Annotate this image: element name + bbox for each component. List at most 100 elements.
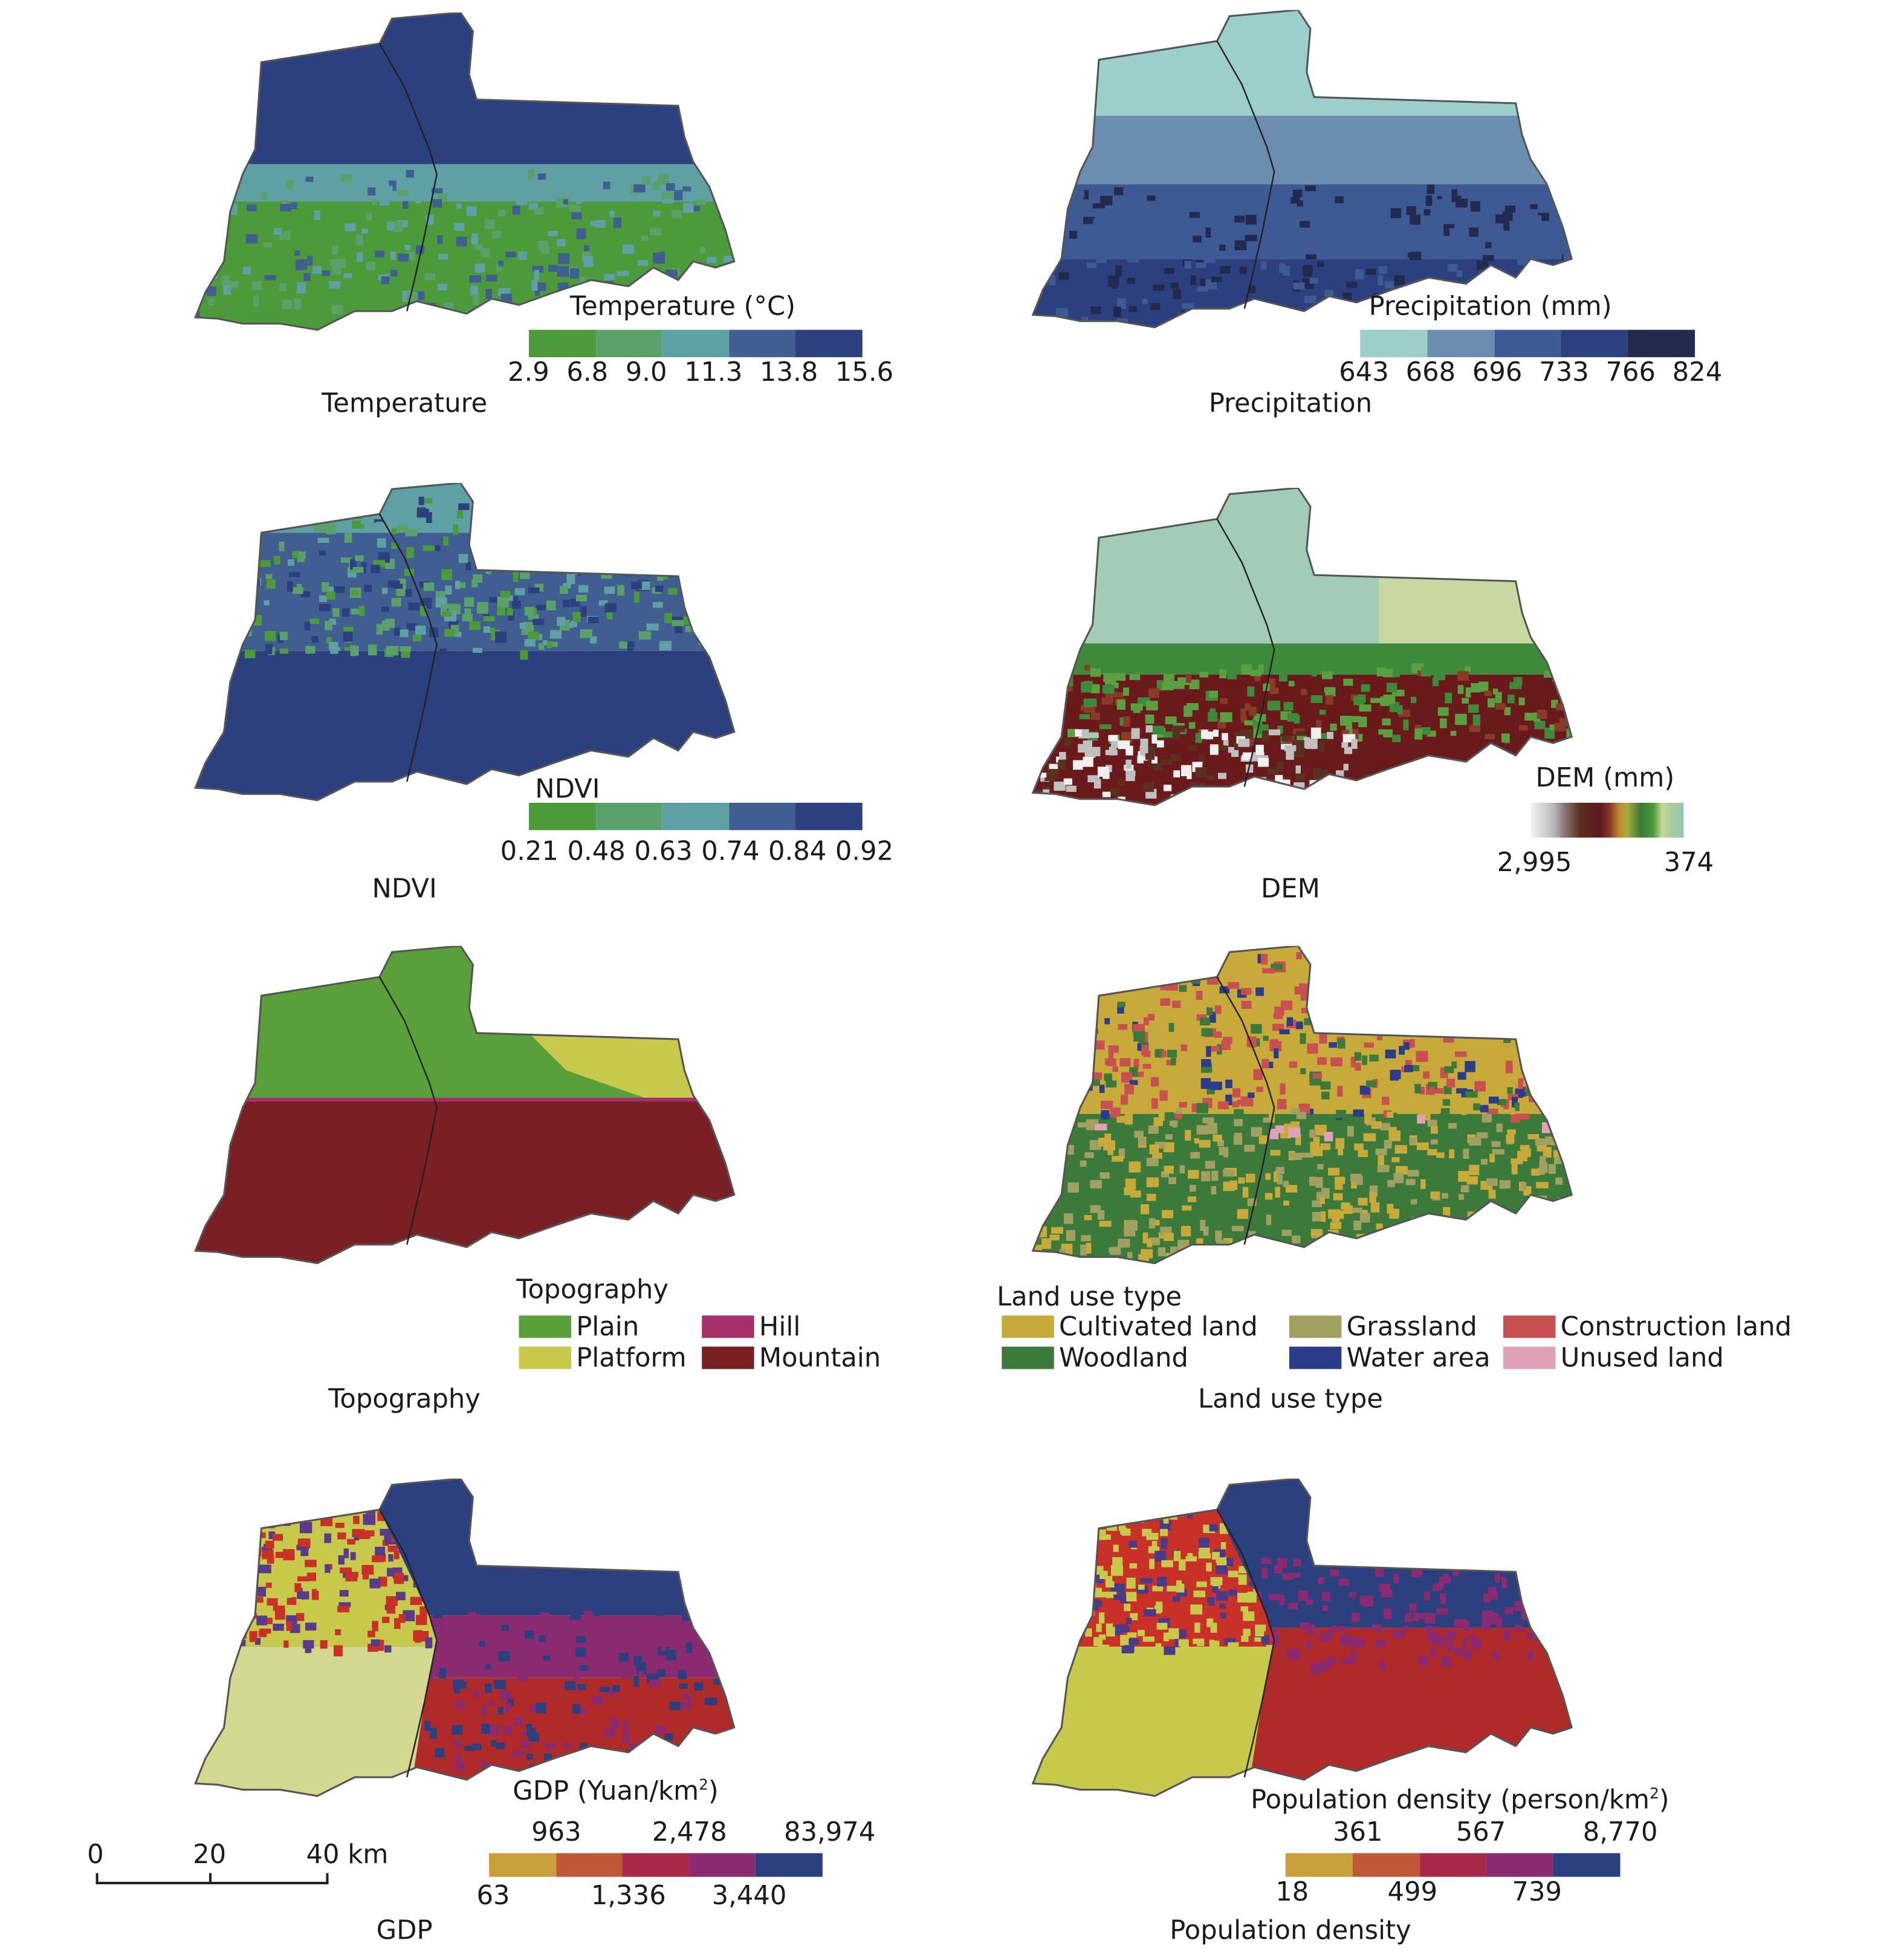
grassland-swatch: [1289, 1315, 1342, 1338]
gdp-map: [194, 1478, 736, 1797]
dem-legend-title: DEM (mm): [1535, 763, 1675, 793]
colorbar-segment: [595, 802, 662, 831]
colorbar-segment: [1427, 329, 1494, 357]
map-raster: [1032, 1478, 1572, 1796]
colorbar-segment: [662, 329, 730, 357]
colorbar-segment: [795, 329, 863, 357]
population-tick-bottom-2: 499: [1387, 1876, 1438, 1907]
precipitation-map: [1032, 10, 1573, 329]
map-raster: [1032, 945, 1572, 1263]
map-raster: [1032, 488, 1572, 806]
population-density-map: [1032, 1478, 1573, 1797]
scale-mid-tick: [209, 1873, 212, 1882]
colorbar-segment: [689, 1853, 756, 1877]
precipitation-ticks: 643 668 696 733 766 824: [1339, 357, 1722, 387]
map-raster: [195, 945, 734, 1263]
scale-bar: 0 20 40 km: [87, 1840, 410, 1889]
gdp-caption: GDP: [376, 1915, 433, 1945]
population-tick-top-1: 361: [1332, 1817, 1383, 1847]
colorbar-tick: 766: [1605, 357, 1656, 387]
ndvi-legend-title: NDVI: [535, 774, 600, 804]
colorbar-segment: [1553, 1853, 1621, 1877]
county-boundary: [378, 513, 438, 782]
colorbar-tick: 0.92: [835, 836, 894, 866]
water-swatch: [1289, 1346, 1342, 1369]
colorbar-segment: [528, 329, 596, 357]
dem-map: [1032, 488, 1573, 806]
gdp-tick-bottom-3: 3,440: [711, 1880, 787, 1911]
population-tick-bottom-3: 739: [1512, 1876, 1562, 1907]
dem-tick-low: 374: [1663, 848, 1714, 878]
population-legend-title: Population density (person/km2): [1251, 1785, 1669, 1815]
temperature-map: [194, 12, 736, 331]
legend-item-cultivated: Cultivated land: [1002, 1311, 1258, 1342]
topography-legend-title: Topography: [516, 1274, 669, 1305]
colorbar-tick: 0.21: [500, 836, 559, 866]
plain-swatch: [519, 1315, 571, 1338]
population-colorbar: [1285, 1853, 1621, 1877]
dem-tick-high: 2,995: [1497, 848, 1572, 878]
legend-label: Platform: [576, 1343, 687, 1373]
legend-label: Hill: [759, 1311, 801, 1342]
gdp-tick-bottom-2: 1,336: [591, 1880, 666, 1911]
colorbar-tick: 824: [1672, 357, 1723, 387]
ndvi-caption: NDVI: [372, 874, 437, 904]
legend-label: Cultivated land: [1059, 1311, 1258, 1342]
colorbar-tick: 0.74: [701, 836, 760, 866]
construction-swatch: [1503, 1315, 1556, 1338]
temperature-ticks: 2.9 6.8 9.0 11.3 13.8 15.6: [508, 357, 893, 387]
scale-tick-40: 40 km: [306, 1839, 389, 1870]
legend-label: Grassland: [1346, 1311, 1477, 1342]
woodland-swatch: [1002, 1346, 1054, 1369]
colorbar-segment: [756, 1853, 823, 1877]
precipitation-colorbar: [1360, 329, 1695, 357]
colorbar-segment: [555, 1853, 623, 1877]
colorbar-segment: [1360, 329, 1428, 357]
colorbar-segment: [729, 802, 796, 831]
gdp-tick-bottom-1: 63: [476, 1880, 510, 1911]
county-boundary: [378, 1509, 438, 1778]
colorbar-segment: [1352, 1853, 1420, 1877]
population-tick-bottom-1: 18: [1275, 1876, 1309, 1907]
county-boundary: [1216, 41, 1275, 309]
colorbar-tick: 0.48: [567, 836, 626, 866]
colorbar-segment: [595, 329, 662, 357]
population-caption: Population density: [1170, 1915, 1411, 1945]
legend-item-plain: Plain: [519, 1312, 639, 1341]
gdp-colorbar: [489, 1853, 823, 1877]
county-boundary: [1216, 1509, 1275, 1778]
land-use-legend-title: Land use type: [997, 1282, 1182, 1312]
legend-item-grassland: Grassland: [1289, 1312, 1477, 1341]
platform-swatch: [519, 1346, 571, 1369]
county-boundary: [378, 43, 438, 311]
dem-caption: DEM: [1261, 874, 1320, 904]
map-raster: [195, 482, 734, 800]
legend-item-mountain: Mountain: [702, 1343, 881, 1373]
colorbar-segment: [528, 802, 596, 831]
gdp-legend-title: GDP (Yuan/km2): [513, 1775, 719, 1806]
scale-line: [96, 1873, 329, 1885]
legend-label: Water area: [1346, 1343, 1491, 1373]
topography-caption: Topography: [328, 1384, 481, 1414]
dem-colorbar: [1530, 802, 1684, 838]
colorbar-tick: 13.8: [759, 357, 818, 387]
temperature-caption: Temperature: [322, 388, 488, 418]
temperature-legend-title: Temperature (°C): [569, 291, 796, 322]
unused-swatch: [1503, 1346, 1556, 1369]
cultivated-swatch: [1002, 1315, 1054, 1338]
colorbar-tick: 733: [1539, 357, 1589, 387]
colorbar-segment: [1285, 1853, 1353, 1877]
colorbar-segment: [1486, 1853, 1553, 1877]
legend-item-woodland: Woodland: [1002, 1343, 1188, 1373]
map-raster: [195, 1478, 734, 1796]
temperature-colorbar: [528, 329, 863, 357]
county-boundary: [378, 976, 438, 1245]
precipitation-caption: Precipitation: [1208, 388, 1373, 418]
legend-item-unused: Unused land: [1503, 1343, 1724, 1373]
scale-tick-0: 0: [87, 1839, 104, 1870]
legend-item-platform: Platform: [519, 1343, 687, 1373]
legend-item-construction: Construction land: [1503, 1312, 1792, 1341]
legend-label: Mountain: [759, 1343, 881, 1373]
ndvi-ticks: 0.21 0.48 0.63 0.74 0.84 0.92: [500, 837, 894, 866]
colorbar-tick: 668: [1405, 357, 1456, 387]
